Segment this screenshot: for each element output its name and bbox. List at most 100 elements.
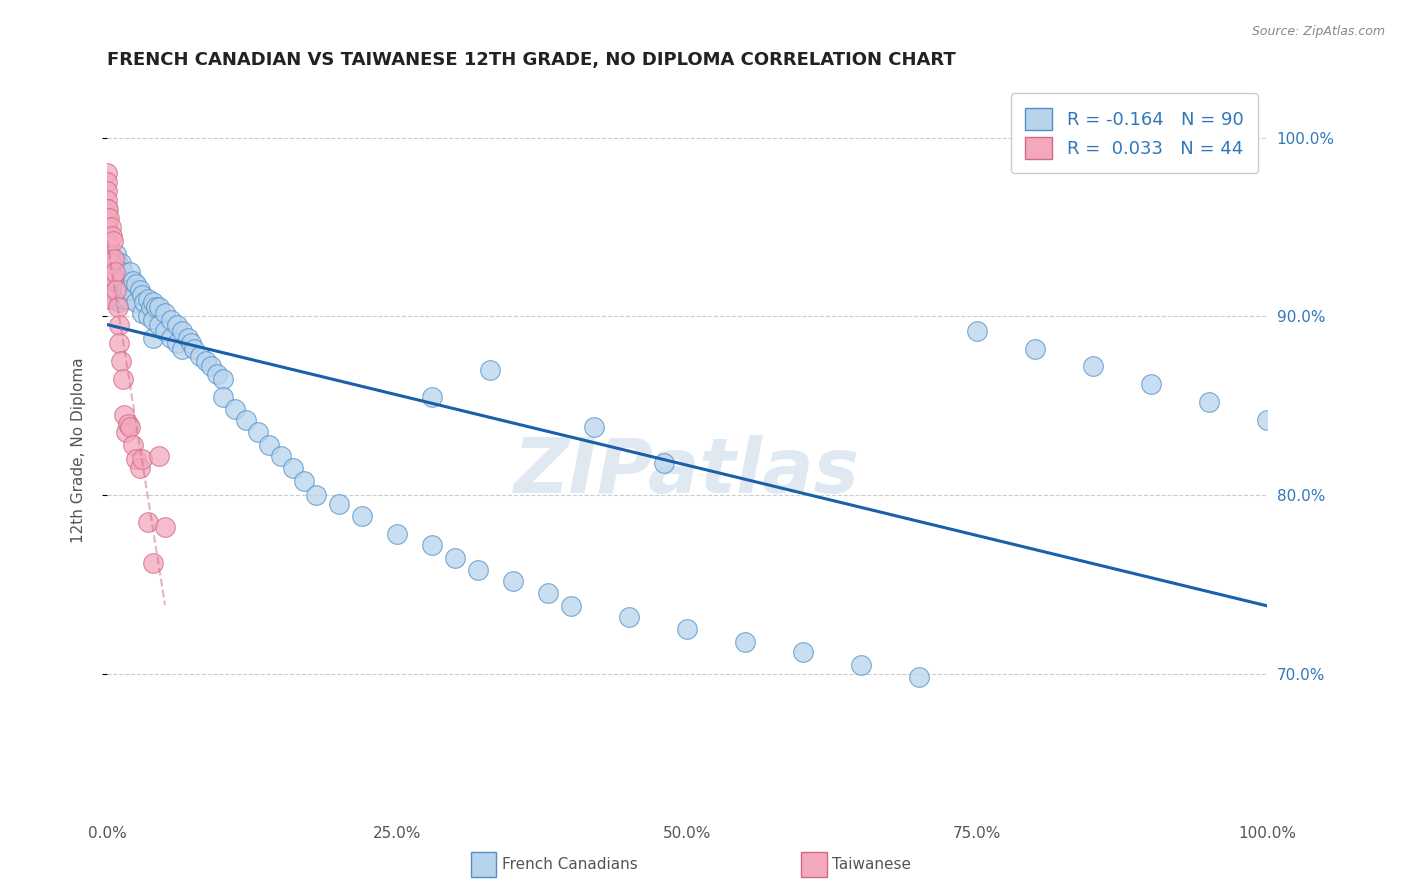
Point xyxy=(177,331,200,345)
Point xyxy=(1024,342,1046,356)
Point xyxy=(114,292,136,306)
Point xyxy=(136,310,159,324)
Point xyxy=(153,324,176,338)
Point xyxy=(96,238,118,252)
Point xyxy=(100,229,122,244)
Point xyxy=(98,256,121,270)
Point xyxy=(153,520,176,534)
Point xyxy=(420,538,443,552)
Point xyxy=(114,425,136,440)
Point xyxy=(120,265,142,279)
Point xyxy=(136,292,159,306)
Point xyxy=(117,417,139,431)
Point xyxy=(114,408,136,422)
Point xyxy=(101,292,124,306)
Point xyxy=(153,306,176,320)
Text: FRENCH CANADIAN VS TAIWANESE 12TH GRADE, NO DIPLOMA CORRELATION CHART: FRENCH CANADIAN VS TAIWANESE 12TH GRADE,… xyxy=(107,51,956,69)
Point xyxy=(172,324,194,338)
Point xyxy=(131,452,153,467)
Point xyxy=(270,449,292,463)
Text: French Canadians: French Canadians xyxy=(502,857,638,871)
Point xyxy=(107,301,129,315)
Point xyxy=(125,277,148,292)
Point xyxy=(1140,377,1163,392)
Point xyxy=(107,318,129,333)
Point xyxy=(96,211,118,226)
Point xyxy=(292,474,315,488)
Point xyxy=(107,277,129,292)
Point xyxy=(224,402,246,417)
Point xyxy=(114,283,136,297)
Point xyxy=(98,238,121,252)
Point xyxy=(117,292,139,306)
Point xyxy=(849,657,872,672)
Text: Source: ZipAtlas.com: Source: ZipAtlas.com xyxy=(1251,25,1385,38)
Point xyxy=(1256,413,1278,427)
Point xyxy=(96,265,118,279)
Point xyxy=(96,247,118,261)
Point xyxy=(101,235,124,249)
Point xyxy=(652,456,675,470)
Point xyxy=(502,574,524,588)
Point xyxy=(207,367,229,381)
Point xyxy=(420,390,443,404)
Point xyxy=(352,509,374,524)
Point xyxy=(328,497,350,511)
Point xyxy=(734,634,756,648)
Point xyxy=(792,645,814,659)
Point xyxy=(98,211,121,226)
Point xyxy=(281,461,304,475)
Point xyxy=(183,342,205,356)
Point xyxy=(121,438,143,452)
Point xyxy=(104,265,127,279)
Point xyxy=(101,274,124,288)
Point xyxy=(142,556,165,570)
Point xyxy=(142,313,165,327)
Point xyxy=(107,256,129,270)
Point xyxy=(112,372,135,386)
Point xyxy=(467,563,489,577)
Point xyxy=(537,586,560,600)
Point xyxy=(110,256,132,270)
Point xyxy=(583,420,606,434)
Point xyxy=(148,301,170,315)
Point xyxy=(100,247,122,261)
Point xyxy=(128,283,150,297)
Point xyxy=(97,238,120,252)
Point xyxy=(98,247,121,261)
Point xyxy=(96,256,118,270)
Point xyxy=(160,331,183,345)
Point xyxy=(172,342,194,356)
Point xyxy=(148,449,170,463)
Point xyxy=(96,220,118,235)
Point xyxy=(444,550,467,565)
Point xyxy=(96,220,118,235)
Point xyxy=(259,438,281,452)
Point xyxy=(96,166,118,180)
Point xyxy=(121,274,143,288)
Point xyxy=(96,283,118,297)
Point xyxy=(107,336,129,351)
Point xyxy=(101,256,124,270)
Point xyxy=(676,622,699,636)
Point xyxy=(142,331,165,345)
Point xyxy=(212,390,235,404)
Point xyxy=(141,301,163,315)
Point xyxy=(105,265,128,279)
Point xyxy=(180,336,202,351)
Point xyxy=(131,306,153,320)
Point xyxy=(96,184,118,198)
Point xyxy=(120,420,142,434)
Point xyxy=(136,515,159,529)
Point xyxy=(134,295,156,310)
Point xyxy=(131,288,153,302)
Point xyxy=(385,527,408,541)
Text: ZIPatlas: ZIPatlas xyxy=(515,435,860,509)
Point xyxy=(966,324,988,338)
Point xyxy=(96,238,118,252)
Point xyxy=(125,452,148,467)
Point xyxy=(96,202,118,217)
Point xyxy=(96,274,118,288)
Point xyxy=(188,349,211,363)
Point xyxy=(96,175,118,189)
